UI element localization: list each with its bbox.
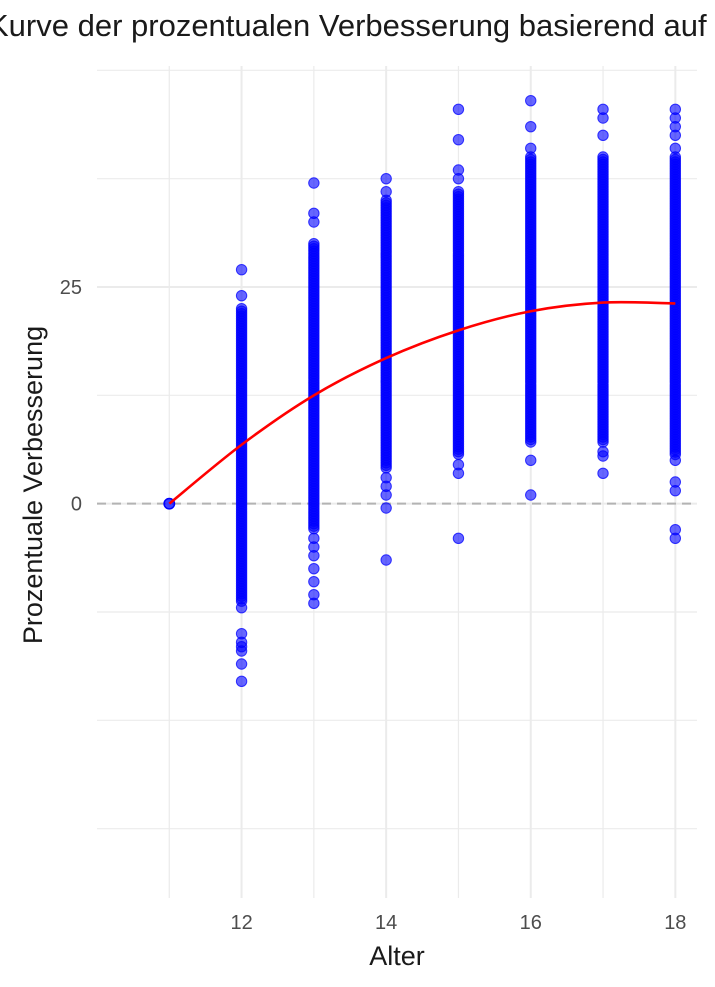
y-tick-label: 0 [71, 494, 82, 516]
data-point [525, 94, 537, 107]
data-point [669, 142, 682, 155]
trend-curve [168, 300, 676, 505]
data-point [380, 185, 392, 198]
data-point [308, 522, 320, 535]
data-point [452, 172, 465, 185]
data-point [235, 601, 248, 614]
trend-line [168, 300, 676, 505]
data-point [669, 532, 682, 545]
data-point [308, 216, 320, 228]
data-point [525, 120, 537, 133]
data-point [525, 454, 537, 467]
data-point [235, 289, 248, 302]
data-point [669, 129, 682, 142]
y-tick-label: 25 [60, 277, 82, 299]
data-point [380, 462, 392, 474]
data-point [452, 448, 465, 460]
data-point [525, 436, 537, 448]
y-axis-title: Prozentuale Verbesserung [18, 326, 48, 644]
data-point [452, 467, 465, 480]
data-point [597, 112, 609, 124]
data-point [597, 436, 609, 448]
x-tick-label: 12 [230, 912, 252, 934]
x-tick-label: 14 [375, 912, 397, 934]
data-point [308, 177, 320, 189]
data-point [669, 484, 682, 497]
data-point [235, 263, 248, 276]
data-point [380, 502, 392, 514]
data-point [235, 675, 248, 688]
data-point [525, 142, 537, 155]
data-point [308, 597, 320, 610]
data-point [597, 450, 609, 462]
data-point [452, 133, 465, 146]
x-axis-title: Alter [369, 941, 425, 971]
data-point [597, 467, 609, 480]
data-point [452, 532, 465, 545]
data-point [235, 645, 248, 657]
data-point [308, 549, 320, 562]
data-point [380, 554, 392, 566]
data-point [669, 454, 682, 467]
data-point [380, 172, 392, 185]
data-point [308, 562, 320, 575]
data-points [163, 94, 682, 688]
data-point [380, 489, 392, 501]
data-point [308, 575, 320, 588]
x-tick-label: 16 [520, 912, 542, 934]
data-point [597, 129, 609, 142]
chart-title: Kurve der prozentualen Verbesserung basi… [0, 8, 715, 43]
data-point [525, 489, 537, 501]
axis-labels: 12 14 16 18 0 25 [60, 277, 687, 934]
data-point [235, 658, 248, 670]
data-point [452, 103, 465, 116]
x-tick-label: 18 [664, 912, 686, 934]
